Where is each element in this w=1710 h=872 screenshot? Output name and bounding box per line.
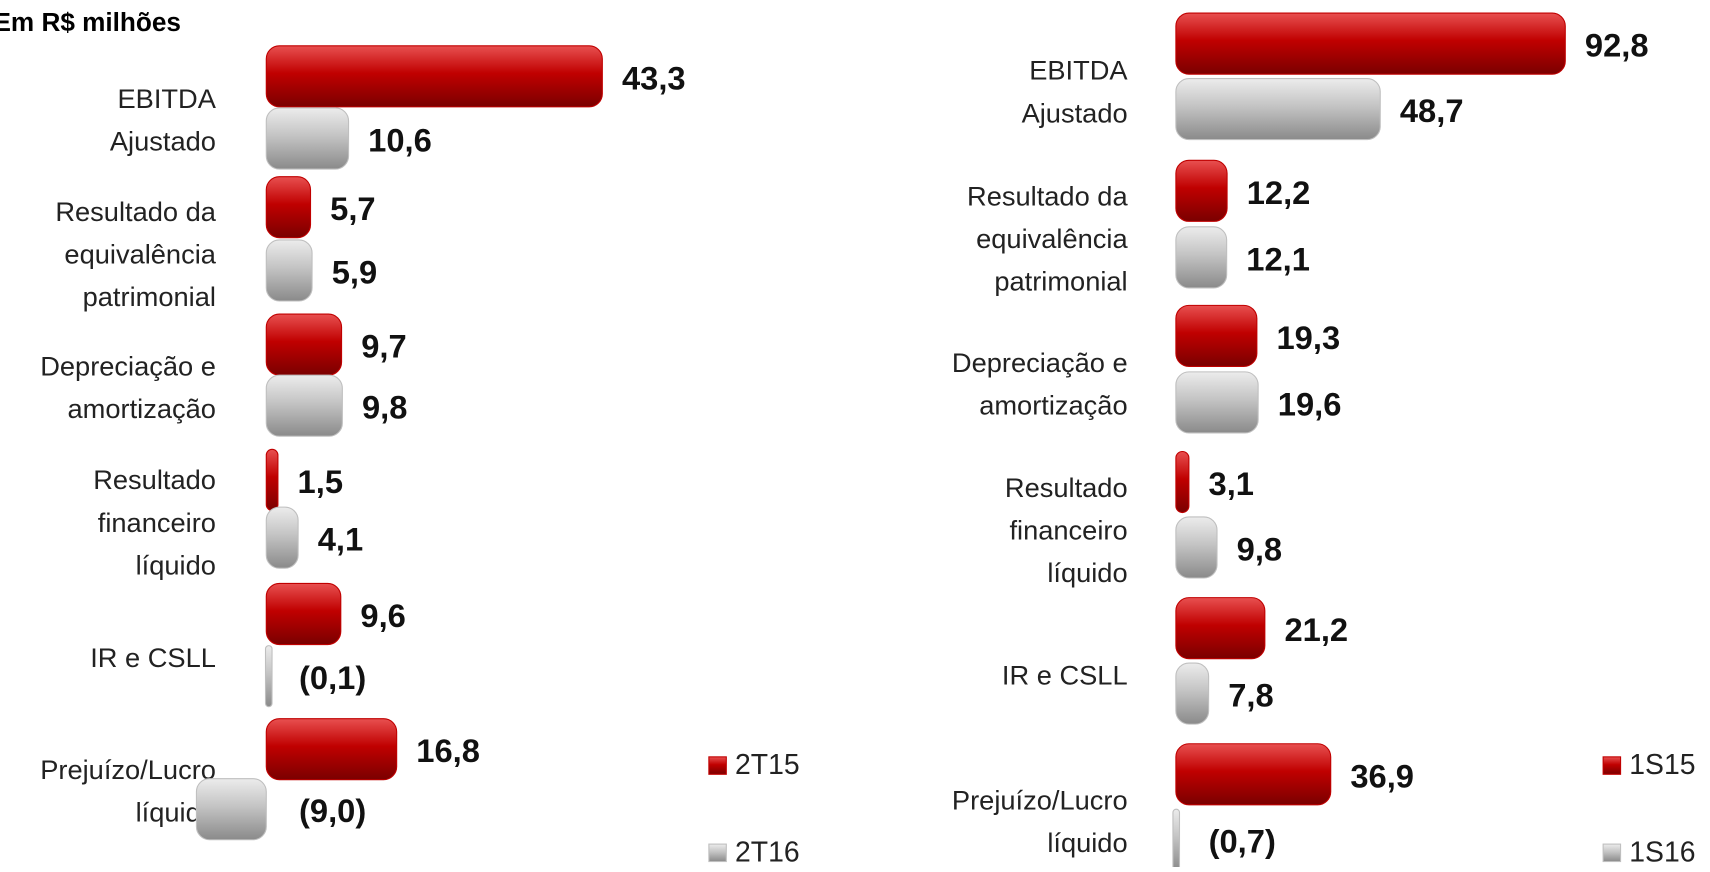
value-label: 1,5 [298,463,343,500]
value-label: (0,7) [1209,823,1276,860]
value-label: 7,8 [1228,677,1273,714]
category-label: amortização [979,390,1127,421]
category-label: Prejuízo/Lucro [40,754,216,785]
category-label: Resultado [1005,472,1128,503]
bar [265,448,279,511]
category-label: líquido [1047,827,1127,858]
category-label: Resultado [93,464,216,495]
bar [1175,226,1228,289]
value-label: (9,0) [299,792,366,829]
category-label: amortização [67,393,215,424]
bar [1175,159,1228,222]
category-label: Ajustado [110,126,216,157]
category-label: IR e CSLL [90,642,216,673]
bar [1172,808,1181,871]
value-label: 3,1 [1209,465,1254,502]
bar [1175,662,1210,725]
bar [265,239,313,302]
category-label: financeiro [1009,514,1127,545]
bar [1175,12,1566,75]
legend-swatch [1602,843,1622,863]
bar [265,374,343,437]
category-label: Depreciação e [40,350,216,381]
category-label: patrimonial [83,281,216,312]
category-label: Resultado da [55,196,216,227]
value-label: 5,9 [332,253,377,290]
category-label: equivalência [976,223,1128,254]
value-label: 36,9 [1350,757,1414,794]
category-label: equivalência [64,238,216,269]
legend-label: 1S16 [1629,836,1695,867]
bar [195,778,267,841]
bar [265,45,603,108]
bar [265,506,299,569]
category-label: financeiro [98,507,216,538]
value-label: 16,8 [416,732,480,769]
value-label: 9,7 [361,328,406,365]
bar [1175,597,1266,660]
value-label: 10,6 [368,122,432,159]
legend-swatch [708,756,727,775]
bar [1175,516,1218,579]
category-label: Ajustado [1022,97,1128,128]
value-label: 21,2 [1284,611,1348,648]
value-label: 19,6 [1278,385,1342,422]
value-label: 9,8 [1237,530,1282,567]
category-label: IR e CSLL [1002,659,1128,690]
legend-swatch [708,843,727,863]
bar [265,176,312,239]
bar [1175,450,1190,514]
bar [1175,371,1259,434]
value-label: 43,3 [622,59,686,96]
legend-label: 1S15 [1629,749,1695,781]
value-label: 12,1 [1246,240,1310,277]
category-label: EBITDA [1029,55,1128,86]
bar [265,718,398,781]
category-label: EBITDA [117,83,216,114]
value-label: 12,2 [1247,174,1311,211]
value-label: 48,7 [1400,92,1464,129]
value-label: (0,1) [299,659,366,696]
bar [1175,743,1332,806]
bar [265,582,342,646]
category-label: Resultado da [967,181,1128,212]
legend-label: 2T15 [735,749,800,781]
legend-swatch [1602,756,1622,775]
bar [1175,77,1381,141]
legend-label: 2T16 [735,836,800,867]
bar [1175,304,1258,367]
category-label: Depreciação e [952,347,1128,378]
value-label: 19,3 [1276,319,1340,356]
value-label: 92,8 [1585,27,1649,64]
category-label: líquido [136,549,216,580]
bar [265,107,350,170]
value-label: 4,1 [318,521,363,558]
chart-title: Em R$ milhões [0,7,181,37]
value-label: 9,6 [360,597,405,634]
value-label: 9,8 [362,389,407,426]
category-label: Prejuízo/Lucro [952,784,1128,815]
bar [265,313,343,376]
category-label: líquido [1047,557,1127,588]
bar [264,645,273,708]
category-label: patrimonial [994,266,1127,297]
value-label: 5,7 [330,190,375,227]
